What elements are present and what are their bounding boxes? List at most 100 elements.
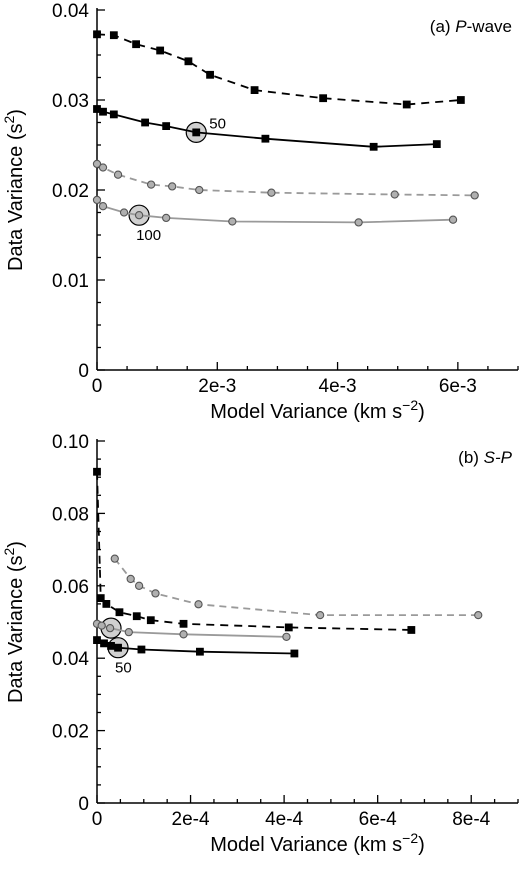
data-point-circle	[134, 581, 144, 590]
panel-label-italic: P	[455, 17, 467, 36]
x-tick-label: 6e-4	[359, 809, 397, 830]
highlight-label: 50	[209, 115, 226, 132]
data-point-circle	[267, 188, 276, 197]
y-tick-label: 0.08	[52, 504, 89, 525]
data-point-square	[93, 467, 101, 476]
highlight-label: 100	[136, 227, 161, 244]
series-line	[114, 558, 479, 617]
data-point-circle	[134, 211, 144, 220]
data-point-circle	[194, 600, 203, 609]
data-point-circle	[168, 182, 177, 191]
data-point-square	[184, 57, 193, 66]
data-point-circle	[162, 213, 171, 223]
panel-label-suffix: -wave	[467, 17, 512, 36]
data-point-square	[407, 626, 416, 634]
series-black-solid-square	[93, 105, 441, 151]
x-tick-label: 4e-4	[265, 809, 303, 830]
x-tick-label: 0	[92, 809, 103, 830]
data-point-circle	[470, 191, 479, 200]
data-point-circle	[92, 159, 102, 169]
y-axis-title: Data Variance (s2)	[1, 541, 27, 703]
x-axis-title: Model Variance (km s−2)	[210, 397, 425, 423]
data-point-square	[179, 619, 188, 628]
data-point-square	[132, 612, 141, 621]
data-point-square	[137, 645, 146, 654]
y-tick-label: 0.10	[52, 432, 89, 453]
series-gray-dashed-circle	[92, 159, 479, 200]
data-point-square	[156, 46, 165, 55]
data-point-circle	[390, 190, 399, 199]
data-point-circle	[124, 627, 133, 637]
y-tick-label: 0	[78, 361, 89, 382]
y-axis-title: Data Variance (s2)	[1, 109, 27, 271]
data-point-square	[100, 639, 108, 648]
data-point-square	[284, 623, 293, 632]
series-line	[96, 471, 412, 631]
panel-label-italic: S-P	[484, 448, 513, 467]
data-point-circle	[98, 202, 108, 211]
data-point-square	[109, 31, 118, 40]
data-point-circle	[98, 163, 108, 172]
x-tick-label: 2e-3	[198, 376, 236, 397]
x-axis-title-sup: −2	[402, 830, 418, 846]
y-tick-label: 0.06	[52, 577, 89, 598]
chart-panel-a: 0 0.01 0.02 0.03 0.04 0 2e-3 4e-3 6e-3 Model Vari…	[1, 1, 519, 423]
data-point-circle	[354, 218, 363, 227]
data-point-square	[261, 134, 270, 143]
data-point-square	[290, 649, 299, 658]
data-point-square	[432, 140, 441, 149]
data-point-square	[93, 30, 101, 39]
data-point-square	[93, 636, 101, 644]
data-point-square	[192, 128, 201, 137]
data-point-square	[115, 608, 124, 617]
data-point-square	[146, 616, 155, 625]
series-black-dashed-square	[93, 30, 465, 109]
y-axis-title-sup: 2	[1, 547, 17, 555]
x-axis-title: Model Variance (km s−2)	[210, 830, 425, 856]
data-point-square	[196, 647, 204, 656]
y-axis-title-end: )	[5, 541, 27, 548]
x-axis-title-end: )	[418, 401, 425, 423]
data-point-square	[402, 100, 411, 109]
panel-label: (b) S-P	[458, 448, 513, 467]
data-point-square	[456, 96, 465, 104]
x-tick-label: 4e-3	[319, 376, 357, 397]
data-point-circle	[92, 195, 102, 205]
series-gray-solid-circle	[92, 195, 458, 227]
data-point-circle	[195, 185, 204, 195]
x-tick-label: 8e-4	[452, 809, 490, 830]
data-point-circle	[119, 208, 129, 217]
data-point-square	[206, 70, 214, 79]
data-point-circle	[97, 621, 106, 630]
series-black-solid-square	[93, 636, 299, 658]
data-point-square	[114, 643, 122, 652]
data-point-square	[102, 600, 111, 608]
y-tick-label: 0	[78, 794, 89, 815]
panel-label-prefix: (b)	[458, 448, 484, 467]
data-point-square	[109, 110, 118, 119]
series-gray-dashed-circle	[110, 554, 483, 620]
y-axis-title-text: Data Variance (s	[5, 123, 27, 270]
data-point-circle	[228, 217, 237, 226]
y-tick-label: 0.04	[52, 649, 89, 670]
x-tick-label: 6e-3	[439, 376, 477, 397]
x-axis-title-text: Model Variance (km s	[210, 834, 402, 856]
data-point-circle	[113, 170, 123, 179]
data-point-circle	[126, 574, 135, 584]
series-line	[96, 199, 454, 224]
y-tick-label: 0.01	[52, 271, 89, 292]
data-point-square	[162, 122, 171, 130]
data-point-circle	[315, 610, 325, 620]
chart-panel-b: 0 0.02 0.04 0.06 0.08 0.10 0 2e-4 4e-4 6e-4 8e-4 Mo…	[1, 432, 519, 856]
y-tick-label: 0.02	[52, 181, 89, 202]
y-axis-title-text: Data Variance (s	[5, 555, 27, 702]
highlight-label: 50	[115, 660, 132, 677]
data-point-circle	[105, 624, 115, 633]
series-gray-solid-circle	[92, 619, 291, 641]
data-point-square	[107, 641, 115, 650]
data-point-square	[141, 118, 150, 127]
y-axis-title-end: )	[5, 109, 27, 116]
data-point-square	[96, 594, 105, 603]
series-black-dashed-square	[93, 467, 416, 634]
